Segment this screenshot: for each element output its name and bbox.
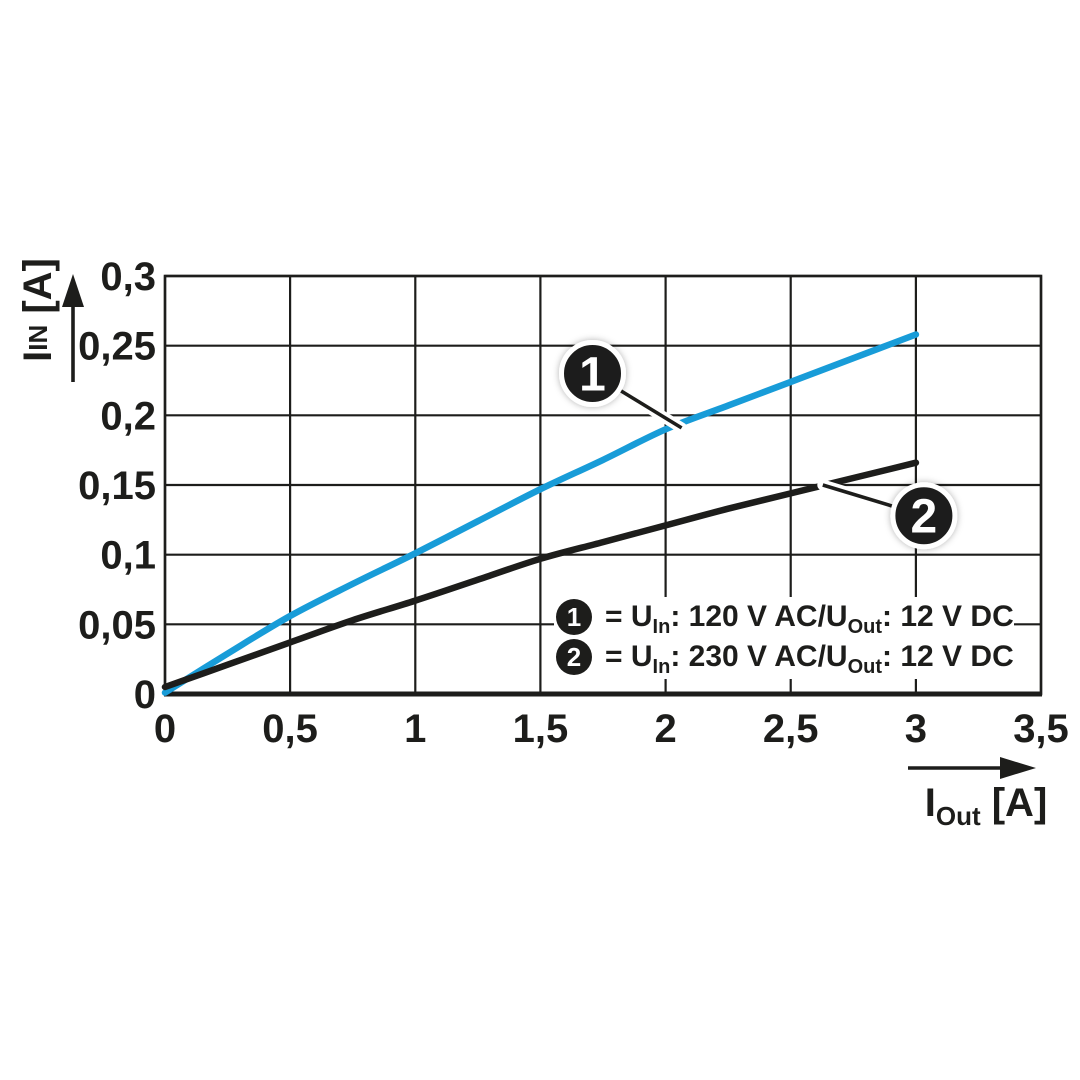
y-tick-label: 0 <box>134 673 156 717</box>
x-tick-label: 1,5 <box>513 707 569 751</box>
x-tick-label: 2 <box>654 707 676 751</box>
x-tick-label: 3,5 <box>1013 707 1069 751</box>
series-curve-1 <box>161 331 920 696</box>
legend-text-segment: : 12 V DC <box>882 600 1014 633</box>
y-tick-label: 0,25 <box>78 325 156 369</box>
x-axis-title-unit: [A] <box>980 781 1048 825</box>
legend-subscript: In <box>652 616 671 638</box>
legend-text-segment: : 120 V AC/U <box>670 600 848 633</box>
callout-number: 1 <box>579 349 606 402</box>
y-axis-title-unit: [A] <box>16 258 60 325</box>
y-tick-label: 0,1 <box>100 534 156 578</box>
legend-marker-badge-2: 2 <box>556 639 592 675</box>
y-axis-title: I IN [A] <box>16 258 60 362</box>
legend-subscript: Out <box>847 656 883 678</box>
callout-badge-1 <box>559 340 626 407</box>
legend-text-segment: : 230 V AC/U <box>670 640 848 673</box>
legend-subscript: Out <box>847 616 883 638</box>
y-axis-arrow-icon <box>62 274 84 307</box>
x-axis-title: IOut [A] <box>912 781 1060 829</box>
y-axis-title-base: I <box>16 350 60 362</box>
legend-text-segment: = U <box>605 600 653 633</box>
y-tick-label: 0,3 <box>100 255 156 299</box>
y-tick-label: 0,2 <box>100 394 156 438</box>
legend-marker-number: 2 <box>566 642 582 672</box>
legend: 1 = UIn: 120 V AC/UOut: 12 V DC 2 = UIn:… <box>554 597 1014 679</box>
y-tick-label: 0,05 <box>78 603 156 647</box>
legend-marker-number: 1 <box>566 602 582 632</box>
legend-item-1: 1 = UIn: 120 V AC/UOut: 12 V DC <box>556 599 1014 638</box>
legend-marker-badge-1: 1 <box>556 599 592 635</box>
legend-text-1: = UIn: 120 V AC/UOut: 12 V DC <box>605 600 1014 638</box>
x-tick-label: 1 <box>404 707 426 751</box>
x-tick-label: 0,5 <box>262 707 318 751</box>
x-tick-label: 3 <box>905 707 927 751</box>
callout-number: 2 <box>911 491 938 544</box>
callout-badge-2 <box>890 482 958 550</box>
x-axis-title-subscript: Out <box>935 801 981 831</box>
x-tick-label: 0 <box>154 707 176 751</box>
x-tick-label: 2,5 <box>763 707 819 751</box>
legend-text-segment: = U <box>605 640 653 673</box>
legend-subscript: In <box>652 656 671 678</box>
legend-item-2: 2 = UIn: 230 V AC/UOut: 12 V DC <box>556 639 1014 678</box>
legend-text-segment: : 12 V DC <box>882 640 1014 673</box>
y-tick-label: 0,15 <box>78 464 156 508</box>
legend-text-2: = UIn: 230 V AC/UOut: 12 V DC <box>605 640 1014 678</box>
series-curve-2 <box>161 459 920 691</box>
x-axis-arrow-icon <box>1000 757 1036 779</box>
x-axis-title-base: I <box>924 781 936 825</box>
